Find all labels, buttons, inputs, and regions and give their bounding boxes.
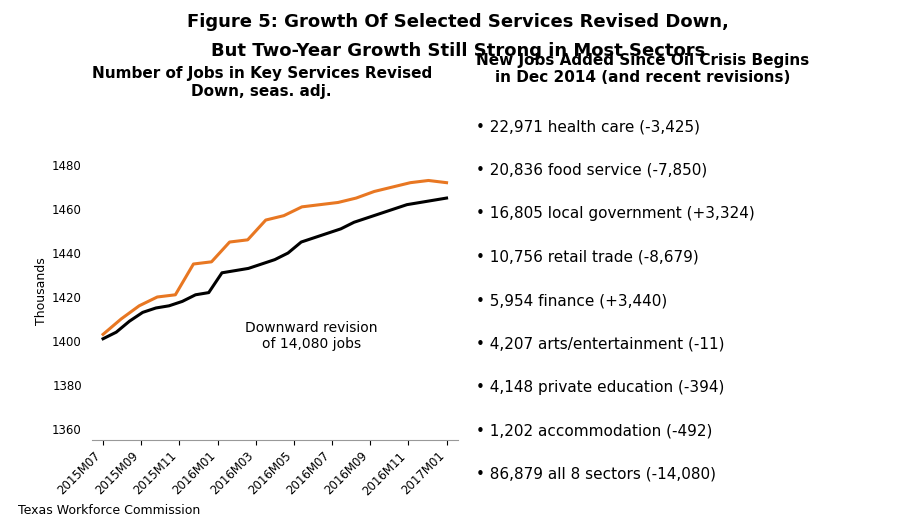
Text: • 5,954 finance (+3,440): • 5,954 finance (+3,440): [476, 293, 668, 308]
Text: • 4,148 private education (-394): • 4,148 private education (-394): [476, 380, 725, 395]
Text: Number of Jobs in Key Services Revised
Down, seas. adj.: Number of Jobs in Key Services Revised D…: [92, 66, 431, 99]
Text: Texas Workforce Commission: Texas Workforce Commission: [18, 504, 201, 517]
Text: • 10,756 retail trade (-8,679): • 10,756 retail trade (-8,679): [476, 250, 699, 264]
Text: • 22,971 health care (-3,425): • 22,971 health care (-3,425): [476, 119, 701, 134]
Text: • 16,805 local government (+3,324): • 16,805 local government (+3,324): [476, 206, 755, 221]
Text: But Two-Year Growth Still Strong in Most Sectors: But Two-Year Growth Still Strong in Most…: [211, 42, 705, 60]
Y-axis label: Thousands: Thousands: [35, 258, 48, 325]
Text: • 4,207 arts/entertainment (-11): • 4,207 arts/entertainment (-11): [476, 337, 725, 351]
Text: Figure 5: Growth Of Selected Services Revised Down,: Figure 5: Growth Of Selected Services Re…: [187, 13, 729, 31]
Text: Downward revision
of 14,080 jobs: Downward revision of 14,080 jobs: [245, 321, 377, 351]
Text: New Jobs Added Since Oil Crisis Begins
in Dec 2014 (and recent revisions): New Jobs Added Since Oil Crisis Begins i…: [476, 53, 810, 85]
Text: • 1,202 accommodation (-492): • 1,202 accommodation (-492): [476, 423, 713, 438]
Text: • 20,836 food service (-7,850): • 20,836 food service (-7,850): [476, 163, 707, 178]
Text: • 86,879 all 8 sectors (-14,080): • 86,879 all 8 sectors (-14,080): [476, 467, 716, 482]
